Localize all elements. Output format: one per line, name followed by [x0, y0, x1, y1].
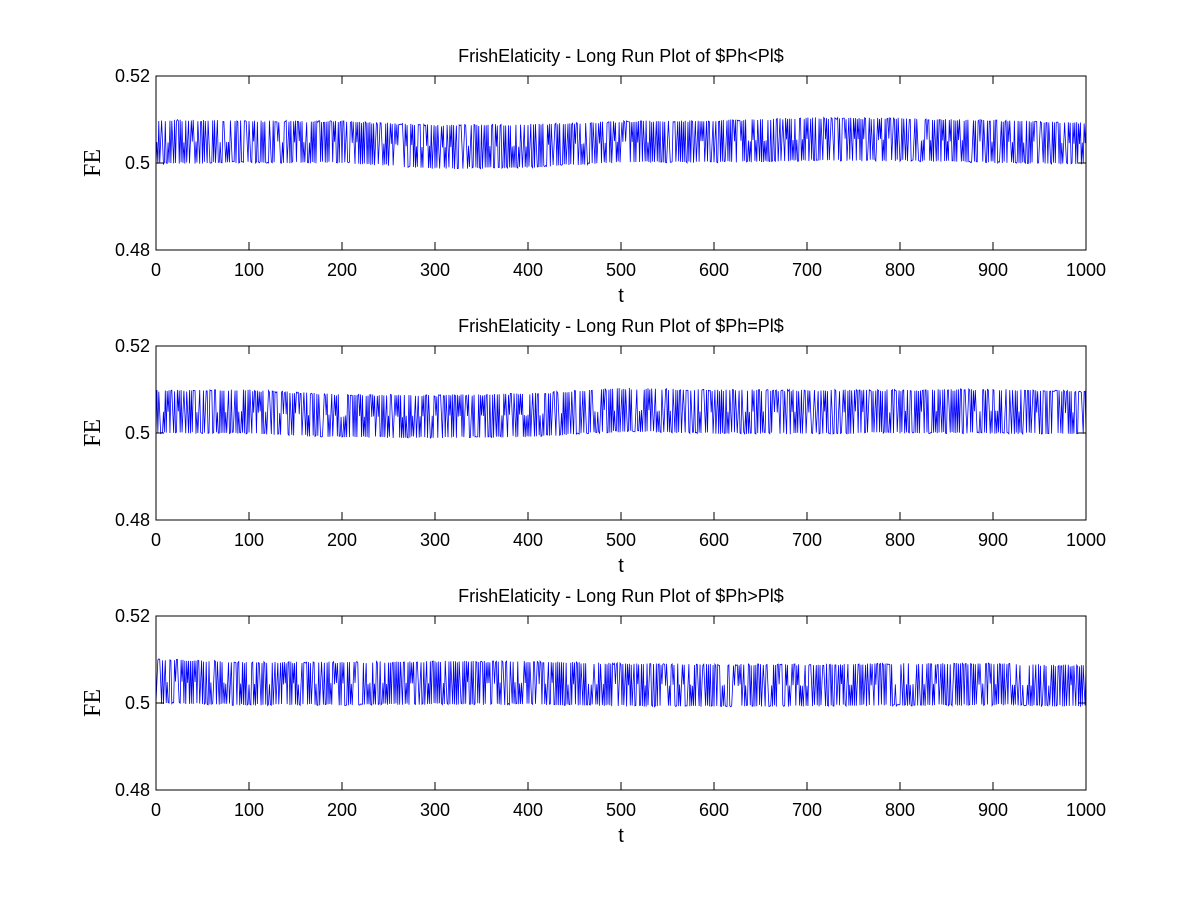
y-tick-label: 0.52: [115, 66, 150, 86]
data-series-line: [155, 658, 1087, 708]
x-tick-label: 400: [513, 530, 543, 550]
x-tick-label: 600: [699, 800, 729, 820]
x-tick-label: 0: [151, 260, 161, 280]
y-tick-label: 0.5: [125, 423, 150, 443]
x-tick-label: 800: [885, 800, 915, 820]
y-tick-label: 0.52: [115, 336, 150, 356]
x-tick-label: 900: [978, 530, 1008, 550]
x-tick-label: 100: [234, 530, 264, 550]
x-tick-label: 100: [234, 260, 264, 280]
chart-title: FrishElaticity - Long Run Plot of $Ph<Pl…: [458, 46, 784, 66]
x-tick-label: 700: [792, 530, 822, 550]
x-tick-label: 700: [792, 800, 822, 820]
x-tick-label: 400: [513, 800, 543, 820]
x-tick-label: 800: [885, 530, 915, 550]
x-tick-label: 300: [420, 260, 450, 280]
subplot-1: 0 100 200 300 400 500 600 700 800 900 1000 0.48 0.5 0…: [80, 46, 1106, 307]
x-tick-label: 300: [420, 530, 450, 550]
subplot-2: 0 100 200 300 400 500 600 700 800 900 1000 0.48 0.5 0…: [80, 316, 1106, 577]
plot-area: [156, 76, 1086, 250]
x-tick-label: 200: [327, 260, 357, 280]
x-tick-label: 600: [699, 530, 729, 550]
x-tick-label: 400: [513, 260, 543, 280]
y-tick-label: 0.5: [125, 153, 150, 173]
y-axis-label: FE: [80, 149, 106, 177]
x-axis-label: t: [618, 825, 624, 847]
chart-title: FrishElaticity - Long Run Plot of $Ph>Pl…: [458, 586, 784, 606]
x-tick-label: 100: [234, 800, 264, 820]
y-axis-label: FE: [80, 419, 106, 447]
y-tick-label: 0.48: [115, 780, 150, 800]
x-tick-label: 1000: [1066, 260, 1106, 280]
x-tick-label: 500: [606, 530, 636, 550]
x-tick-label: 200: [327, 530, 357, 550]
data-series-line: [155, 387, 1087, 439]
x-tick-label: 700: [792, 260, 822, 280]
x-tick-label: 0: [151, 530, 161, 550]
x-tick-label: 900: [978, 260, 1008, 280]
x-tick-label: 800: [885, 260, 915, 280]
x-tick-label: 1000: [1066, 530, 1106, 550]
y-tick-label: 0.52: [115, 606, 150, 626]
y-tick-label: 0.48: [115, 240, 150, 260]
data-series-line: [155, 116, 1087, 170]
y-tick-label: 0.48: [115, 510, 150, 530]
x-axis-label: t: [618, 285, 624, 307]
subplot-3: 0 100 200 300 400 500 600 700 800 900 1000 0.48 0.5 0…: [80, 586, 1106, 847]
x-tick-label: 900: [978, 800, 1008, 820]
y-axis-label: FE: [80, 689, 106, 717]
chart-title: FrishElaticity - Long Run Plot of $Ph=Pl…: [458, 316, 784, 336]
x-tick-label: 0: [151, 800, 161, 820]
x-tick-label: 300: [420, 800, 450, 820]
x-axis-label: t: [618, 555, 624, 577]
x-tick-label: 500: [606, 260, 636, 280]
x-tick-label: 500: [606, 800, 636, 820]
y-tick-label: 0.5: [125, 693, 150, 713]
x-tick-label: 600: [699, 260, 729, 280]
x-tick-label: 1000: [1066, 800, 1106, 820]
x-tick-label: 200: [327, 800, 357, 820]
